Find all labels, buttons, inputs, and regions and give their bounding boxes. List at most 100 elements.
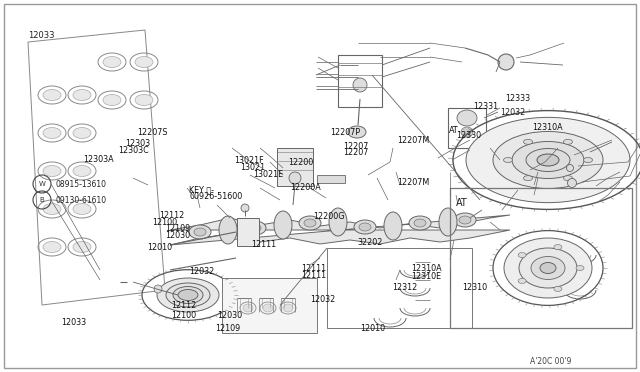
Text: KEY キ-: KEY キ- [189,186,214,195]
Ellipse shape [194,228,206,236]
Ellipse shape [329,208,347,236]
Ellipse shape [283,304,293,312]
Text: 12032: 12032 [189,267,214,276]
Text: AT: AT [456,198,468,208]
Ellipse shape [103,94,121,106]
Ellipse shape [43,241,61,253]
Ellipse shape [304,219,316,227]
Ellipse shape [584,157,593,163]
Text: 12303A: 12303A [83,155,114,164]
Text: 08915-13610: 08915-13610 [55,180,106,189]
Text: 12207: 12207 [343,142,369,151]
Text: 12109: 12109 [165,224,190,233]
Text: 13021: 13021 [241,163,266,172]
Text: 12010: 12010 [147,243,172,252]
Bar [327,248,472,328]
Text: 12207P: 12207P [330,128,360,137]
Ellipse shape [554,244,562,250]
Text: 12033: 12033 [28,31,54,39]
Ellipse shape [103,57,121,67]
Ellipse shape [43,203,61,215]
Text: 12111: 12111 [301,264,326,273]
Text: 12109: 12109 [215,324,240,333]
Text: 09130-61610: 09130-61610 [55,196,106,205]
Text: W: W [38,181,45,187]
Bar [237,218,259,246]
Ellipse shape [568,179,577,187]
Ellipse shape [439,208,457,236]
Text: 13021E: 13021E [253,170,284,179]
Polygon shape [170,215,510,245]
Bar [338,55,382,107]
Ellipse shape [73,203,91,215]
Bar [450,188,632,328]
Text: 12030: 12030 [165,231,190,240]
Ellipse shape [354,220,376,234]
Text: 00926-51600: 00926-51600 [189,192,243,201]
Ellipse shape [43,128,61,138]
Text: 12330: 12330 [456,131,481,140]
Ellipse shape [454,213,476,227]
Text: 12030: 12030 [218,311,243,320]
Text: 12310: 12310 [462,283,487,292]
Ellipse shape [457,110,477,126]
Text: 32202: 32202 [357,238,383,247]
Text: A'20C 00'9: A'20C 00'9 [530,357,572,366]
Ellipse shape [353,78,367,92]
Ellipse shape [540,263,556,273]
Text: 12207M: 12207M [397,136,429,145]
Ellipse shape [526,148,570,171]
Ellipse shape [73,166,91,176]
Ellipse shape [531,257,565,279]
Text: 12310E: 12310E [411,272,441,280]
Text: 12112: 12112 [172,301,196,310]
Ellipse shape [493,131,603,189]
Text: 12303: 12303 [125,139,150,148]
Bar [317,175,345,183]
Text: AT: AT [449,126,459,135]
Ellipse shape [249,224,261,232]
Text: 12100: 12100 [152,218,177,227]
Text: 12207S: 12207S [138,128,168,137]
Ellipse shape [274,211,292,239]
Ellipse shape [512,141,584,179]
Text: 12032: 12032 [310,295,335,304]
Text: 12310A: 12310A [411,264,442,273]
Bar [277,148,313,186]
Ellipse shape [43,90,61,100]
Text: 12111: 12111 [251,240,276,249]
Ellipse shape [232,289,240,294]
Text: 12200G: 12200G [314,212,345,221]
Text: 12333: 12333 [506,94,531,103]
Ellipse shape [241,204,249,212]
Text: 12207: 12207 [343,148,369,157]
Ellipse shape [563,176,573,181]
Ellipse shape [414,219,426,227]
Ellipse shape [519,248,577,288]
Text: 12111: 12111 [301,271,326,280]
Ellipse shape [178,289,198,301]
Ellipse shape [43,166,61,176]
Ellipse shape [524,139,532,144]
Text: 12310A: 12310A [532,123,563,132]
Text: 12303C: 12303C [118,146,149,155]
Ellipse shape [243,304,253,312]
Ellipse shape [518,253,526,257]
Ellipse shape [244,221,266,235]
Ellipse shape [173,286,203,304]
Ellipse shape [359,223,371,231]
Ellipse shape [563,139,573,144]
Ellipse shape [537,154,559,166]
Ellipse shape [518,278,526,283]
Ellipse shape [73,128,91,138]
Ellipse shape [504,157,513,163]
Bar [448,108,486,148]
Bar [228,288,244,295]
Text: 12033: 12033 [61,318,86,327]
Ellipse shape [461,127,473,137]
Text: 12200: 12200 [288,158,313,167]
Ellipse shape [409,216,431,230]
Text: 12010: 12010 [360,324,385,333]
Ellipse shape [524,176,532,181]
Text: 12331: 12331 [474,102,499,110]
